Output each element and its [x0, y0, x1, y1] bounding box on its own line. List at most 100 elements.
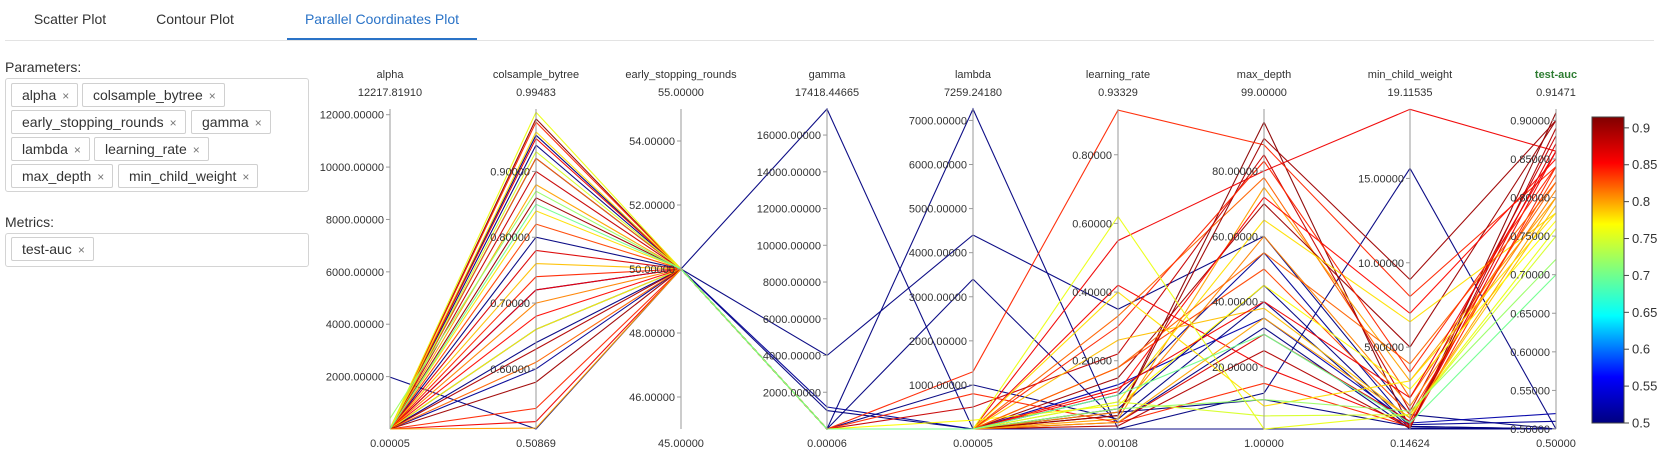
chip-learning-rate: learning_rate × [94, 137, 209, 161]
axis-tick-label: 6000.00000 [763, 314, 821, 326]
axis-tick-label: 52.00000 [629, 200, 675, 212]
tab-parallel-coordinates-plot[interactable]: Parallel Coordinates Plot [287, 0, 477, 40]
axis-max-label: 99.00000 [1241, 87, 1287, 99]
axis-max-label: 0.99483 [516, 87, 556, 99]
axis-tick-label: 10000.00000 [320, 162, 384, 174]
remove-chip-icon[interactable]: × [73, 143, 81, 157]
axis-gamma[interactable]: gamma 17418.44665 0.00006 2000.00000 4000.00… [757, 69, 859, 450]
axis-title: colsample_bytree [493, 69, 579, 81]
remove-chip-icon[interactable]: × [192, 143, 200, 157]
axis-tick-label: 12000.00000 [757, 204, 821, 216]
axis-min-label: 1.00000 [1244, 438, 1284, 450]
axis-tick-label: 0.55000 [1510, 385, 1550, 397]
axis-tick-label: 8000.00000 [763, 277, 821, 289]
axis-tick-label: 4000.00000 [326, 319, 384, 331]
axis-tick-label: 2000.00000 [909, 336, 967, 348]
colorbar: 0.5 0.55 0.6 0.65 0.7 0.75 0.8 0.85 0.9 [1591, 116, 1657, 431]
axis-tick-label: 60.00000 [1212, 231, 1258, 243]
colorbar-ticks: 0.5 0.55 0.6 0.65 0.7 0.75 0.8 0.85 0.9 [1624, 120, 1657, 431]
axis-max-label: 17418.44665 [795, 87, 859, 99]
chip-label: gamma [202, 114, 249, 130]
axis-tick-label: 0.60000 [1510, 347, 1550, 359]
chip-label: alpha [22, 87, 57, 103]
axis-title: test-auc [1535, 69, 1577, 81]
axis-tick-label: 4000.00000 [763, 351, 821, 363]
remove-chip-icon[interactable]: × [208, 89, 216, 103]
axis-lambda[interactable]: lambda 7259.24180 0.00005 1000.00000 2000.00… [909, 69, 1002, 450]
axis-tick-label: 5.00000 [1364, 342, 1404, 354]
axis-alpha[interactable]: alpha 12217.81910 0.00005 2000.00000 4000.00… [320, 69, 422, 450]
axis-min-label: 0.00005 [953, 438, 993, 450]
colorbar-tick-label: 0.85 [1632, 157, 1657, 172]
axis-tick-label: 0.40000 [1072, 287, 1112, 299]
axis-tick-label: 0.80000 [490, 232, 530, 244]
chip-label: test-auc [22, 241, 72, 257]
tab-bar: Scatter Plot Contour Plot Parallel Coord… [5, 0, 1654, 41]
axis-test-auc[interactable]: test-auc 0.91471 0.50000 0.50000 0.55000 0.60… [1510, 69, 1577, 450]
colorbar-tick-label: 0.6 [1632, 342, 1650, 357]
chip-lambda: lambda × [11, 137, 90, 161]
axis-colsample-bytree[interactable]: colsample_bytree 0.99483 0.50869 0.60000 0.7… [490, 69, 579, 450]
axis-tick-label: 0.65000 [1510, 308, 1550, 320]
axis-tick-label: 0.60000 [1072, 218, 1112, 230]
remove-chip-icon[interactable]: × [97, 170, 105, 184]
axis-max-label: 19.11535 [1387, 87, 1432, 99]
chip-max-depth: max_depth × [11, 164, 114, 188]
chip-label: lambda [22, 141, 68, 157]
axis-tick-label: 48.00000 [629, 328, 675, 340]
chip-early-stopping-rounds: early_stopping_rounds × [11, 110, 186, 134]
axis-tick-label: 0.60000 [490, 364, 530, 376]
axis-tick-label: 54.00000 [629, 136, 675, 148]
axis-title: learning_rate [1086, 69, 1150, 81]
axis-tick-label: 6000.00000 [326, 267, 384, 279]
axis-min-child-weight[interactable]: min_child_weight 19.11535 0.14624 5.00000 10… [1358, 69, 1452, 450]
colorbar-tick-label: 0.75 [1632, 231, 1657, 246]
axis-tick-label: 0.80000 [1072, 150, 1112, 162]
axis-tick-label: 0.75000 [1510, 231, 1550, 243]
axis-tick-label: 20.00000 [1212, 362, 1258, 374]
axis-tick-label: 0.90000 [490, 166, 530, 178]
axis-min-label: 0.00005 [370, 438, 410, 450]
axis-tick-label: 5000.00000 [909, 204, 967, 216]
axis-min-label: 0.14624 [1390, 438, 1430, 450]
axis-title: lambda [955, 69, 992, 81]
axis-max-label: 0.93329 [1098, 87, 1138, 99]
colorbar-gradient [1591, 116, 1625, 424]
axis-tick-label: 40.00000 [1212, 297, 1258, 309]
axis-tick-label: 0.50000 [1510, 424, 1550, 436]
colorbar-tick-label: 0.5 [1632, 416, 1650, 431]
axis-min-label: 0.50869 [516, 438, 556, 450]
axis-learning-rate[interactable]: learning_rate 0.93329 0.00108 0.20000 0.4000… [1072, 69, 1150, 450]
axis-max-label: 7259.24180 [944, 87, 1002, 99]
axis-tick-label: 80.00000 [1212, 166, 1258, 178]
axis-title: max_depth [1237, 69, 1291, 81]
axis-tick-label: 8000.00000 [326, 214, 384, 226]
axis-tick-label: 14000.00000 [757, 167, 821, 179]
remove-chip-icon[interactable]: × [62, 89, 70, 103]
axis-tick-label: 50.00000 [629, 264, 675, 276]
axis-tick-label: 0.90000 [1510, 115, 1550, 127]
remove-chip-icon[interactable]: × [242, 170, 250, 184]
axis-tick-label: 0.70000 [1510, 270, 1550, 282]
axis-title: alpha [377, 69, 405, 81]
colorbar-tick-label: 0.8 [1632, 194, 1650, 209]
chip-label: early_stopping_rounds [22, 114, 164, 130]
parameters-select[interactable]: alpha × colsample_bytree × early_stopping_… [5, 78, 309, 192]
tab-scatter-plot[interactable]: Scatter Plot [33, 11, 107, 27]
axis-early-stopping-rounds[interactable]: early_stopping_rounds 55.00000 45.00000 46.… [625, 69, 737, 450]
axis-max-depth[interactable]: max_depth 99.00000 1.00000 20.00000 40.00000… [1212, 69, 1291, 450]
chip-label: min_child_weight [129, 168, 237, 184]
axis-min-label: 0.50000 [1536, 438, 1576, 450]
tab-contour-plot[interactable]: Contour Plot [156, 11, 234, 27]
remove-chip-icon[interactable]: × [169, 116, 177, 130]
parameters-label: Parameters: [5, 59, 82, 75]
axis-tick-label: 2000.00000 [326, 372, 384, 384]
remove-chip-icon[interactable]: × [77, 243, 85, 257]
axis-tick-label: 0.85000 [1510, 154, 1550, 166]
remove-chip-icon[interactable]: × [254, 116, 262, 130]
axis-tick-label: 0.20000 [1072, 356, 1112, 368]
metrics-select[interactable]: test-auc × [5, 233, 309, 267]
axis-tick-label: 0.70000 [490, 298, 530, 310]
colorbar-tick-label: 0.65 [1632, 305, 1657, 320]
